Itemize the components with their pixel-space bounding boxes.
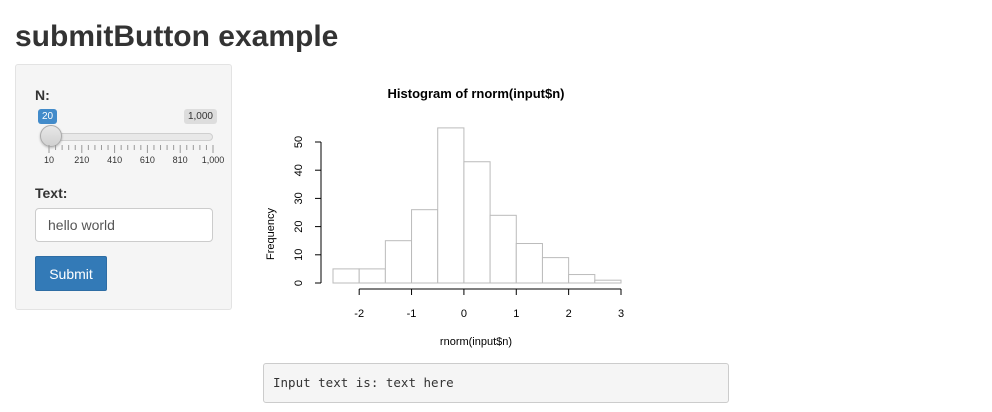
histogram-bar <box>358 268 386 284</box>
slider-tick-label: 410 <box>107 155 123 165</box>
histogram-bar <box>384 240 413 284</box>
y-tick-label: 50 <box>293 136 305 148</box>
histogram-bar <box>489 214 517 284</box>
slider-ticks <box>48 145 214 153</box>
histogram-bar <box>541 257 570 284</box>
n-label: N: <box>35 87 50 103</box>
page-title: submitButton example <box>15 20 339 53</box>
histogram-bar <box>463 161 491 284</box>
y-tick-label: 40 <box>293 164 305 176</box>
x-tick-label: 2 <box>566 308 572 320</box>
slider-tick-label: 1,000 <box>201 155 225 165</box>
slider-max-badge: 1,000 <box>183 109 217 124</box>
histogram-bar <box>411 209 439 284</box>
slider-tick-label: 810 <box>172 155 188 165</box>
chart-title: Histogram of rnorm(input$n) <box>388 86 565 101</box>
y-axis-label: Frequency <box>265 208 277 260</box>
y-tick-label: 30 <box>293 192 305 204</box>
x-tick-label: -2 <box>354 308 364 320</box>
x-tick-label: 1 <box>513 308 519 320</box>
histogram-bar <box>332 268 360 284</box>
histogram-bar <box>515 243 543 284</box>
x-tick-label: 0 <box>461 308 467 320</box>
output-text-box: Input text is: text here <box>263 363 729 403</box>
histogram-bar <box>437 127 465 284</box>
histogram-bar <box>594 279 622 284</box>
sidebar-panel: N: 20 1,000 10 210 410 610 810 1,000 Text: Su… <box>15 64 232 310</box>
text-input[interactable] <box>35 208 213 242</box>
y-tick-label: 10 <box>293 249 305 261</box>
histogram-bar <box>568 274 596 284</box>
x-axis-label: rnorm(input$n) <box>440 336 512 348</box>
slider-tick-label: 210 <box>74 155 90 165</box>
text-label: Text: <box>35 185 68 201</box>
submit-button[interactable]: Submit <box>35 256 107 291</box>
y-tick-label: 20 <box>293 220 305 232</box>
x-tick-label: -1 <box>407 308 417 320</box>
y-tick-label: 0 <box>293 280 305 286</box>
slider-handle[interactable] <box>39 125 62 147</box>
slider-value-badge: 20 <box>38 109 58 124</box>
x-tick-label: 3 <box>618 308 624 320</box>
slider-tick-label: 610 <box>139 155 155 165</box>
histogram-plot: Histogram of rnorm(input$n) Frequency rn… <box>265 86 624 348</box>
slider-tick-label: 10 <box>43 155 55 165</box>
